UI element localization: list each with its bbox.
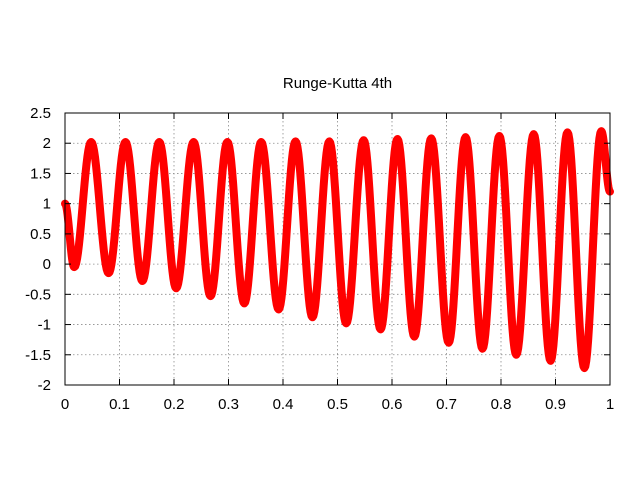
axis-ticks: 0 0.1 0.2 0.3 0.4 0.5 0.6 0.7 0.8 0.9 1 2.5 2 1.5 1 0.5… — [25, 105, 614, 413]
chart-title: Runge-Kutta 4th — [283, 75, 392, 92]
x-tick-label: 0.7 — [436, 396, 457, 413]
series-layer — [61, 127, 614, 373]
x-tick-label: 0.6 — [382, 396, 403, 413]
x-tick-label: 0.8 — [491, 396, 512, 413]
y-tick-label: -0.5 — [25, 286, 51, 303]
x-tick-label: 0 — [61, 396, 69, 413]
y-tick-label: -2 — [38, 377, 51, 394]
x-tick-label: 0.3 — [218, 396, 239, 413]
y-tick-label: 1.5 — [30, 165, 51, 182]
x-tick-label: 0.4 — [273, 396, 294, 413]
y-tick-label: 2.5 — [30, 105, 51, 122]
y-tick-label: 2 — [43, 135, 51, 152]
y-tick-label: 1 — [43, 196, 51, 213]
x-tick-label: 0.5 — [327, 396, 348, 413]
x-tick-label: 0.9 — [545, 396, 566, 413]
x-tick-label: 1 — [606, 396, 614, 413]
y-tick-label: 0.5 — [30, 226, 51, 243]
y-tick-label: 0 — [43, 256, 51, 273]
y-tick-label: -1.5 — [25, 347, 51, 364]
y-tick-label: -1 — [38, 317, 51, 334]
series-line — [61, 127, 614, 373]
x-tick-label: 0.2 — [164, 396, 185, 413]
x-tick-label: 0.1 — [109, 396, 130, 413]
